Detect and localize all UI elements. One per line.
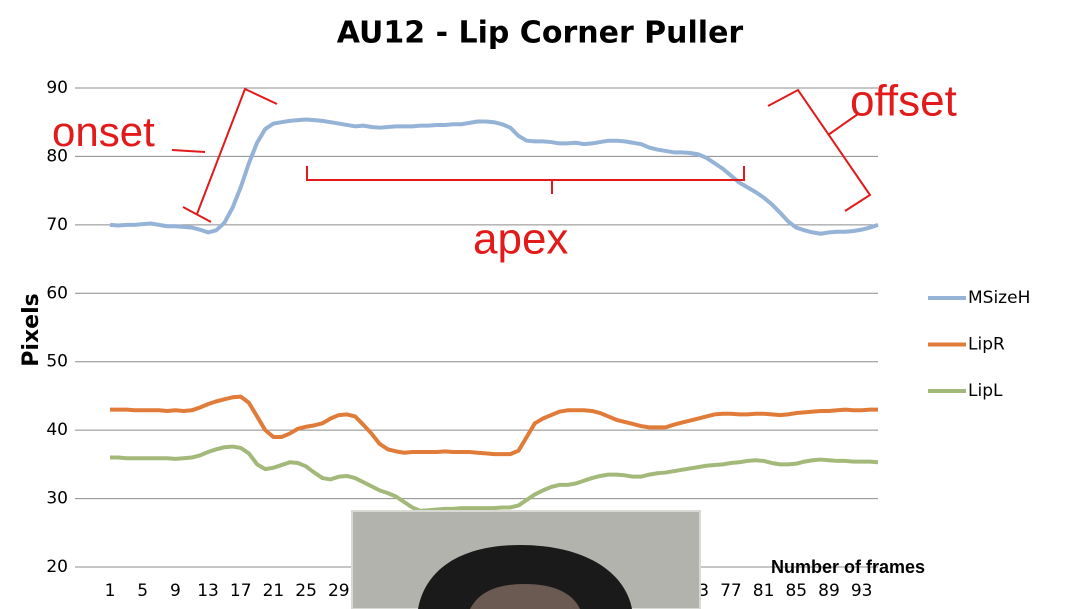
x-tick-label: 25 — [295, 581, 317, 601]
x-axis-label: Number of frames — [771, 557, 925, 577]
line-series — [110, 394, 878, 457]
y-tick-label: 80 — [46, 146, 68, 166]
legend-label: MSizeH — [968, 288, 1030, 308]
chart-title: AU12 - Lip Corner Puller — [337, 16, 744, 51]
apex-bracket — [306, 166, 745, 194]
annotation: offset — [850, 77, 957, 126]
x-tick-label: 9 — [170, 581, 181, 601]
annotation-brackets — [171, 87, 872, 223]
annotation: apex — [473, 215, 568, 264]
x-tick-label: 77 — [720, 581, 742, 601]
line-series — [110, 444, 879, 513]
legend-label: LipL — [968, 381, 1003, 401]
x-tick-label: 81 — [753, 581, 775, 601]
x-tick-label: 29 — [328, 581, 350, 601]
x-tick-label: 21 — [263, 581, 285, 601]
offset-bracket — [767, 88, 872, 212]
y-tick-label: 60 — [46, 283, 68, 303]
hair — [418, 545, 632, 609]
forehead — [470, 584, 580, 609]
line-series — [109, 117, 879, 236]
y-tick-label: 70 — [46, 215, 68, 235]
x-tick-label: 17 — [230, 581, 252, 601]
y-tick-label: 90 — [46, 78, 68, 98]
x-tick-label: 13 — [197, 581, 219, 601]
legend: MSizeH LipR LipL — [928, 288, 1030, 401]
onset-bracket — [171, 87, 278, 223]
face-photo — [351, 510, 701, 609]
annotation: onset — [52, 108, 155, 155]
x-tick-label: 85 — [785, 581, 807, 601]
x-tick-label: 1 — [105, 581, 116, 601]
y-tick-label: 20 — [46, 557, 68, 577]
x-tick-label: 5 — [137, 581, 148, 601]
y-tick-label: 30 — [46, 489, 68, 509]
x-tick-label: 93 — [851, 581, 873, 601]
y-tick-label: 50 — [46, 352, 68, 372]
legend-label: LipR — [968, 335, 1005, 355]
y-axis-label: Pixels — [19, 293, 44, 366]
photo-border — [351, 510, 701, 609]
y-tick-label: 40 — [46, 420, 68, 440]
x-tick-label: 89 — [818, 581, 840, 601]
